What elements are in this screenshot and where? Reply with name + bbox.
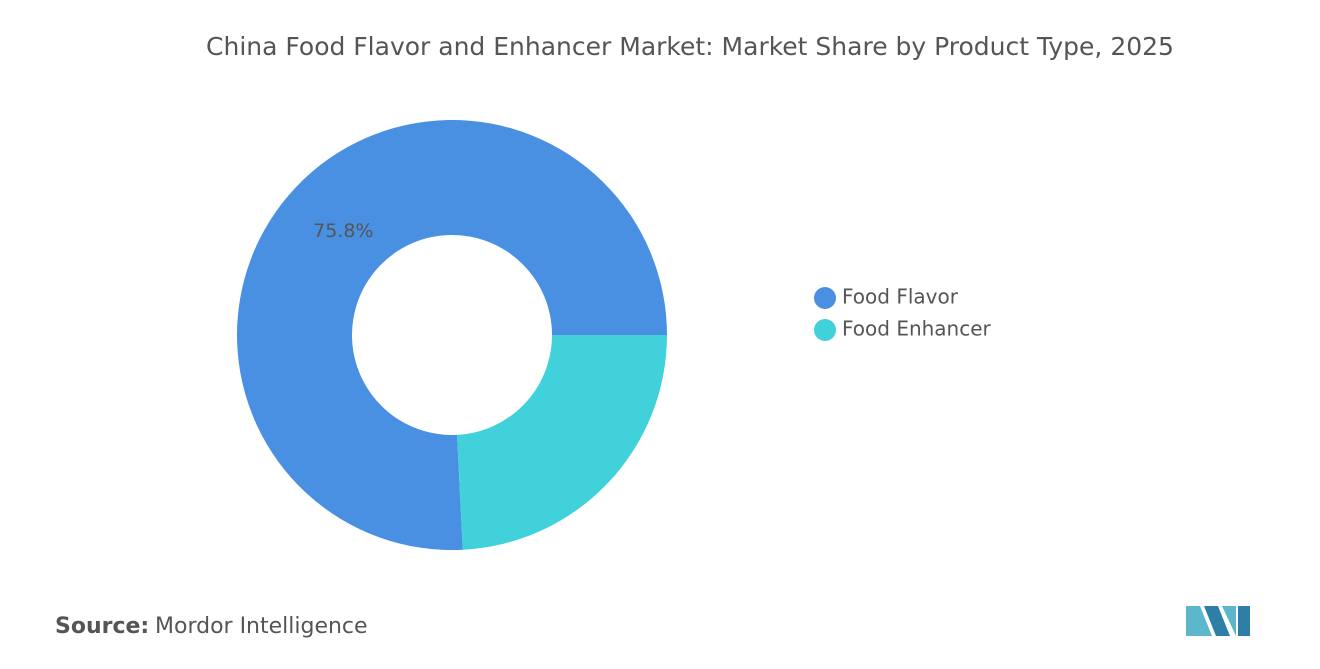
chart-title: China Food Flavor and Enhancer Market: M… bbox=[206, 32, 1174, 61]
legend-label: Food Flavor bbox=[842, 285, 959, 309]
donut-segment bbox=[237, 119, 667, 551]
source-label: Source: bbox=[55, 614, 149, 639]
legend-marker bbox=[814, 287, 836, 309]
legend-marker bbox=[814, 319, 836, 341]
data-label: 75.8% bbox=[313, 220, 373, 242]
source-text: Mordor Intelligence bbox=[155, 614, 368, 639]
legend-label: Food Enhancer bbox=[842, 317, 992, 341]
logo bbox=[1186, 606, 1250, 636]
donut-segment bbox=[457, 335, 667, 550]
